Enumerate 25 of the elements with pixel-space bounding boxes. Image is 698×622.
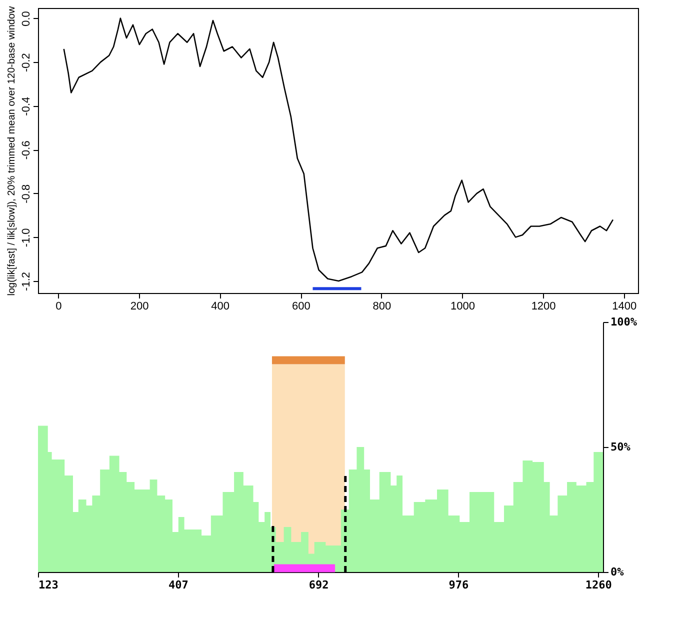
y-tick-label: 100% bbox=[610, 316, 638, 328]
x-tick-label: 123 bbox=[38, 578, 58, 592]
x-tick-label: 1260 bbox=[585, 578, 612, 592]
x-tick-label: 1200 bbox=[531, 300, 556, 312]
x-tick-label: 407 bbox=[168, 578, 188, 592]
y-tick-label: -0.2 bbox=[20, 53, 32, 72]
line-series bbox=[63, 18, 614, 282]
y-tick-label: 0% bbox=[610, 566, 624, 578]
x-tick-label: 200 bbox=[130, 300, 149, 312]
y-tick-label: -0.4 bbox=[20, 96, 32, 116]
x-tick-label: 800 bbox=[372, 300, 392, 312]
x-tick-label: 400 bbox=[211, 300, 230, 312]
y-tick-label: -1.0 bbox=[20, 228, 32, 248]
y-tick-label: -0.8 bbox=[20, 184, 32, 204]
x-tick-label: 1400 bbox=[612, 300, 637, 312]
y-tick-label: -1.2 bbox=[20, 272, 32, 291]
x-tick-label: 0 bbox=[56, 300, 62, 312]
y-axis-title: log(lik[fast] / lik[slow]), 20% trimmed mean over 120-base window bbox=[6, 5, 18, 296]
x-tick-label: 600 bbox=[292, 300, 310, 312]
y-tick-label: 0.0 bbox=[20, 11, 32, 26]
x-tick-label: 1000 bbox=[450, 300, 475, 312]
y-tick-label: -0.6 bbox=[20, 140, 32, 160]
x-tick-label: 692 bbox=[308, 578, 329, 592]
y-tick-label: 50% bbox=[610, 440, 631, 454]
x-tick-label: 976 bbox=[448, 578, 469, 592]
